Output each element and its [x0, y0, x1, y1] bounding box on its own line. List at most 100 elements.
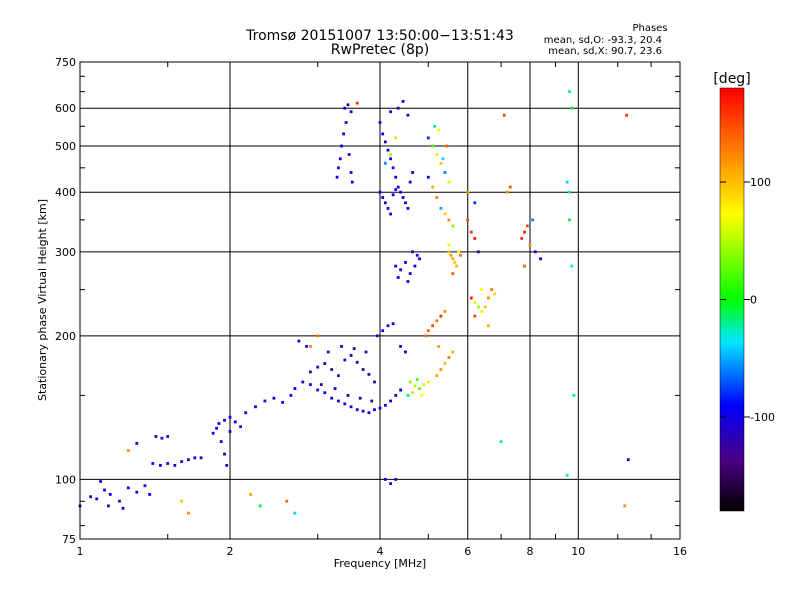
- data-point: [406, 207, 410, 210]
- data-point: [187, 458, 190, 462]
- data-point: [433, 124, 437, 128]
- y-tick-label: 500: [55, 140, 76, 153]
- data-point: [473, 314, 477, 318]
- plot-frame: [79, 61, 681, 540]
- data-point: [89, 495, 92, 499]
- data-point: [565, 180, 569, 184]
- x-tick-label: 1: [77, 545, 84, 558]
- data-point: [451, 350, 455, 354]
- data-point: [309, 370, 312, 374]
- data-point: [443, 212, 447, 216]
- data-point: [383, 140, 387, 144]
- y-tick-label: 400: [55, 186, 76, 199]
- colorbar-tick-label: -100: [750, 411, 775, 424]
- data-point: [95, 497, 99, 501]
- data-point: [103, 488, 106, 492]
- data-point: [187, 511, 190, 515]
- data-point: [473, 301, 477, 304]
- data-point: [367, 373, 371, 376]
- data-point: [373, 380, 376, 384]
- data-point: [406, 394, 410, 397]
- data-point: [373, 408, 376, 412]
- data-point: [404, 261, 407, 264]
- data-point: [480, 310, 484, 313]
- data-point: [166, 435, 170, 438]
- data-point: [381, 329, 385, 333]
- data-point: [343, 106, 347, 110]
- data-point: [151, 462, 155, 465]
- data-point: [349, 405, 353, 409]
- data-point: [166, 462, 170, 465]
- phases-heading: Phases: [632, 23, 667, 34]
- data-point: [337, 374, 340, 378]
- data-point: [457, 250, 460, 254]
- data-point: [361, 409, 365, 413]
- data-point: [394, 175, 398, 179]
- data-point: [126, 486, 130, 490]
- data-point: [364, 350, 368, 354]
- data-point: [378, 190, 382, 194]
- data-point: [570, 264, 574, 268]
- data-point: [118, 499, 121, 503]
- data-point: [239, 425, 242, 429]
- x-tick-labels: 1 2 4 6 8 10 16: [77, 545, 688, 558]
- data-point: [309, 345, 312, 348]
- data-point: [439, 161, 443, 165]
- data-point: [413, 384, 417, 388]
- data-point: [344, 121, 348, 124]
- chart-subtitle: RwPretec (8p): [331, 42, 429, 58]
- data-point: [121, 506, 125, 510]
- data-point: [523, 230, 526, 234]
- data-point: [233, 420, 237, 424]
- data-point: [570, 106, 574, 110]
- data-point: [415, 378, 419, 381]
- data-point: [499, 440, 503, 443]
- x-tick-label: 4: [377, 545, 384, 558]
- data-point: [533, 250, 537, 254]
- data-point: [391, 166, 395, 170]
- data-point: [383, 403, 387, 407]
- data-point: [487, 324, 490, 328]
- data-point: [223, 452, 226, 456]
- data-point: [439, 207, 443, 210]
- data-point: [447, 356, 451, 359]
- data-point: [391, 322, 395, 326]
- y-tick-label: 600: [55, 102, 76, 115]
- data-point: [335, 175, 339, 179]
- data-point: [289, 394, 293, 397]
- data-point: [347, 153, 351, 156]
- y-tick-label: 100: [55, 473, 76, 486]
- data-point: [502, 113, 506, 117]
- data-point: [625, 113, 628, 117]
- data-point: [439, 314, 443, 318]
- data-point: [346, 394, 350, 397]
- data-point: [483, 305, 487, 309]
- data-point: [447, 218, 451, 222]
- data-point: [338, 157, 342, 161]
- data-point: [443, 310, 447, 313]
- data-point: [459, 253, 462, 257]
- data-point: [413, 264, 417, 268]
- data-point: [107, 504, 110, 508]
- data-point: [539, 257, 542, 261]
- data-point: [391, 193, 395, 197]
- data-point: [473, 201, 477, 205]
- colorbar-tick-label: 0: [750, 294, 757, 307]
- data-point: [285, 499, 289, 503]
- data-point: [293, 387, 297, 390]
- data-point: [383, 161, 387, 165]
- data-point: [352, 347, 356, 350]
- data-point: [490, 288, 493, 291]
- data-point: [394, 394, 398, 397]
- data-point: [180, 460, 184, 463]
- data-point: [431, 185, 434, 189]
- data-point: [326, 350, 330, 354]
- data-point: [126, 449, 130, 452]
- data-point: [340, 345, 343, 348]
- data-point: [411, 250, 414, 254]
- data-point: [623, 504, 627, 508]
- data-point: [386, 148, 390, 152]
- data-point: [316, 334, 320, 338]
- data-point: [394, 264, 398, 268]
